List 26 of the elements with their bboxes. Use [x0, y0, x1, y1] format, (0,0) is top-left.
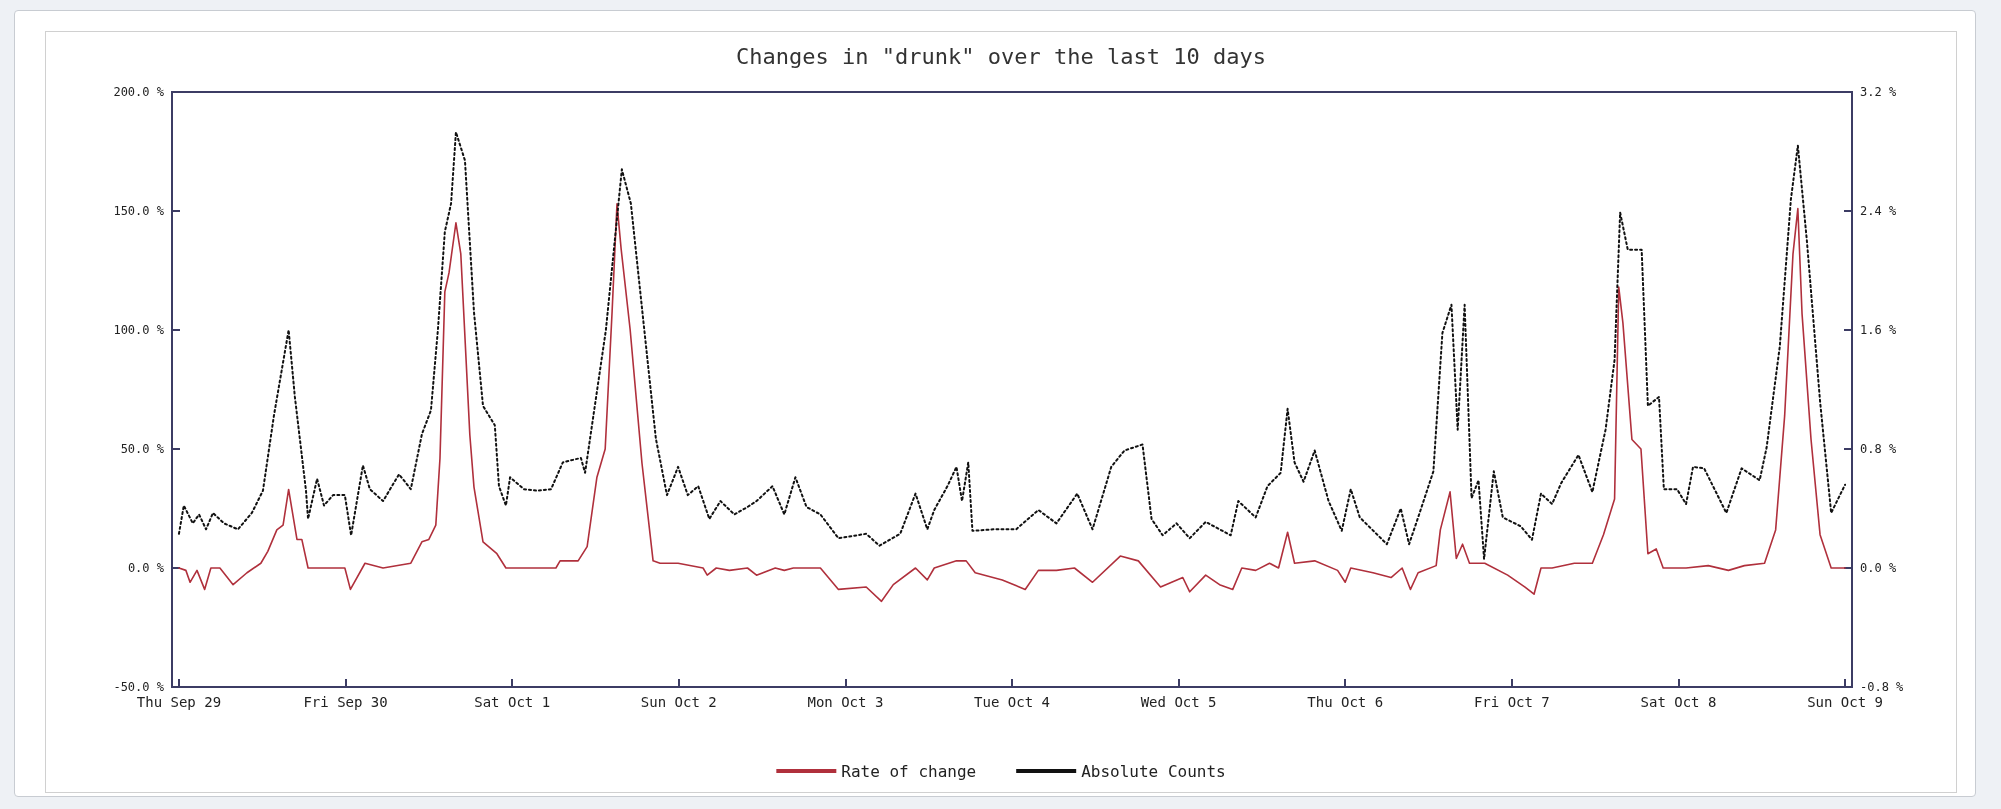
x-tick-label: Sat Oct 1: [474, 694, 551, 710]
y-tick-label: 200.0 %: [113, 85, 165, 99]
chart-title: Changes in "drunk" over the last 10 days: [736, 43, 1266, 69]
y2-tick-label: 0.8 %: [1860, 442, 1897, 456]
x-tick-label: Thu Sep 29: [136, 694, 222, 710]
y-tick-label: 150.0 %: [113, 204, 165, 218]
x-tick-label: Mon Oct 3: [807, 694, 884, 710]
x-tick-label: Fri Sep 30: [303, 694, 388, 710]
x-tick-label: Thu Oct 6: [1307, 694, 1384, 710]
x-tick-label: Sun Oct 2: [640, 694, 717, 710]
y2-tick-label: 3.2 %: [1860, 85, 1897, 99]
y-tick-label: 0.0 %: [127, 561, 165, 575]
legend-label: Absolute Counts: [1081, 761, 1226, 781]
y2-tick-label: 1.6 %: [1860, 323, 1897, 337]
x-tick-label: Fri Oct 7: [1473, 694, 1550, 710]
y2-tick-label: 2.4 %: [1860, 204, 1897, 218]
y-tick-label: 100.0 %: [113, 323, 165, 337]
x-tick-label: Sat Oct 8: [1640, 694, 1717, 710]
y-tick-label: 50.0 %: [120, 442, 165, 456]
x-tick-label: Sun Oct 9: [1807, 694, 1883, 710]
x-tick-label: Wed Oct 5: [1140, 694, 1217, 710]
y-tick-label: -50.0 %: [113, 680, 165, 694]
x-tick-label: Tue Oct 4: [974, 694, 1050, 710]
legend-label: Rate of change: [841, 761, 977, 781]
y2-tick-label: 0.0 %: [1860, 561, 1897, 575]
y2-tick-label: -0.8 %: [1860, 680, 1905, 694]
